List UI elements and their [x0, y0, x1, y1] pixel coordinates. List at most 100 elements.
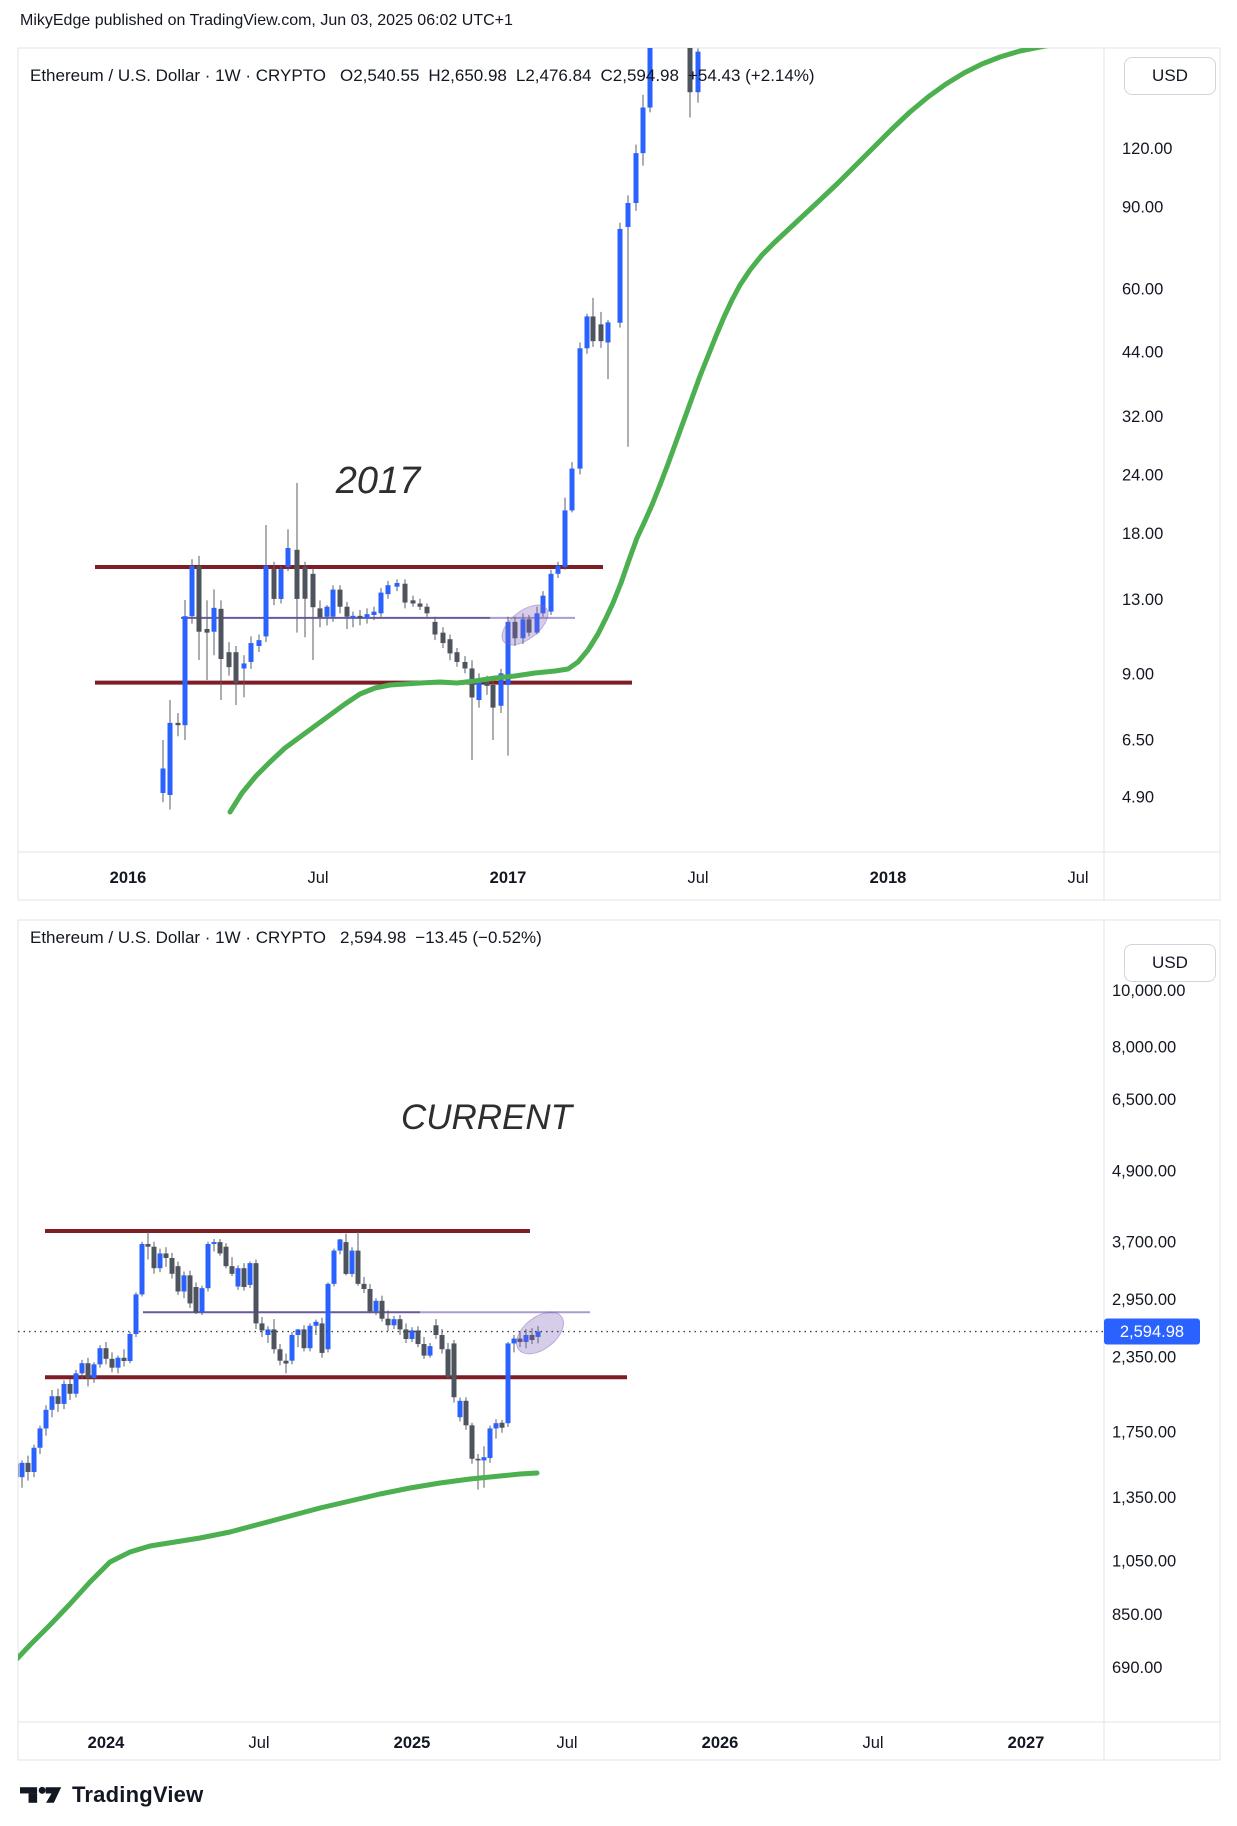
currency-button[interactable]: USD: [1124, 57, 1216, 95]
down-candle: [175, 722, 181, 726]
down-candle: [415, 1330, 421, 1345]
up-candle: [569, 468, 575, 511]
price-tick-label: 4.90: [1122, 789, 1154, 807]
down-candle: [687, 48, 693, 93]
down-candle: [432, 621, 438, 635]
down-candle: [25, 1462, 31, 1473]
down-candle: [317, 608, 323, 618]
ma-line: [227, 48, 1049, 815]
down-candle: [271, 1329, 277, 1350]
price-tick-label: 690.00: [1112, 1659, 1162, 1677]
down-candle: [512, 621, 518, 639]
down-candle: [499, 1422, 505, 1428]
ma-line: [18, 1470, 540, 1662]
symbol-legend: Ethereum / U.S. Dollar · 1W · CRYPTO 2,59…: [30, 928, 551, 948]
time-tick-label: 2025: [394, 1734, 431, 1752]
up-candle: [91, 1364, 97, 1379]
annotation-2017: 2017: [335, 460, 421, 502]
down-candle: [344, 606, 350, 617]
price-tick-label: 4,900.00: [1112, 1163, 1176, 1181]
down-candle: [283, 1360, 289, 1364]
up-candle: [49, 1396, 55, 1410]
current-price-label: 2,594.98: [1120, 1323, 1184, 1341]
up-candle: [394, 583, 400, 587]
up-candle: [157, 1253, 163, 1269]
price-tick-label: 13.00: [1122, 591, 1163, 609]
up-candle: [555, 565, 561, 574]
down-candle: [302, 567, 308, 599]
currency-button[interactable]: USD: [1124, 944, 1216, 982]
time-tick-label: 2027: [1008, 1734, 1045, 1752]
up-candle: [324, 606, 330, 617]
down-candle: [475, 1458, 481, 1461]
up-candle: [548, 573, 554, 612]
up-candle: [127, 1334, 133, 1362]
price-tick-label: 32.00: [1122, 408, 1163, 426]
up-candle: [633, 153, 639, 203]
up-candle: [505, 1343, 511, 1424]
change-value: +54.43 (+2.14%): [687, 66, 815, 85]
down-candle: [433, 1325, 439, 1335]
time-tick-label: 2017: [490, 869, 527, 887]
down-candle: [277, 1349, 283, 1361]
time-tick-label: Jul: [1067, 869, 1088, 887]
up-candle: [189, 565, 195, 617]
price-tick-label: 120.00: [1122, 140, 1172, 158]
up-candle: [349, 1250, 355, 1274]
down-candle: [424, 606, 430, 614]
price-tick-label: 6,500.00: [1112, 1091, 1176, 1109]
ohlc-low: L2,476.84: [515, 66, 592, 85]
down-candle: [451, 1343, 457, 1398]
time-tick-label: Jul: [307, 869, 328, 887]
down-candle: [103, 1348, 109, 1359]
down-candle: [517, 1338, 523, 1343]
down-candle: [18, 1463, 19, 1478]
candlestick-series: [18, 1231, 541, 1490]
up-candle: [278, 569, 284, 599]
up-candle: [640, 107, 646, 154]
symbol-legend: Ethereum / U.S. Dollar · 1W · CRYPTO O2,5…: [30, 66, 824, 86]
candlestick-series: [160, 48, 701, 810]
down-candle: [151, 1246, 157, 1269]
down-candle: [169, 1257, 175, 1274]
up-candle: [139, 1244, 145, 1295]
down-candle: [402, 583, 408, 603]
price-axis-labels: 120.00 90.00 60.00 44.00 32.00 24.00 18.00 13.0…: [1122, 140, 1172, 807]
time-tick-label: Jul: [556, 1734, 577, 1752]
price-tick-label: 850.00: [1112, 1606, 1162, 1624]
down-candle: [55, 1396, 61, 1404]
down-candle: [85, 1363, 91, 1379]
ohlc-high: H2,650.98: [428, 66, 507, 85]
down-candle: [447, 639, 453, 654]
time-axis-labels: 2016 Jul 2017 Jul 2018 Jul: [110, 869, 1089, 887]
down-candle: [223, 1246, 229, 1267]
ohlc-close: C2,594.98: [600, 66, 679, 85]
up-candle: [295, 1329, 301, 1335]
up-candle: [211, 1242, 217, 1245]
up-candle: [247, 1263, 253, 1285]
level-lines: [45, 1229, 627, 1380]
down-candle: [484, 680, 490, 686]
up-candle: [331, 1250, 337, 1284]
up-candle: [523, 1334, 529, 1343]
up-candle: [289, 1334, 295, 1361]
up-candle: [605, 322, 611, 343]
up-candle: [493, 1423, 499, 1429]
time-axis-labels: 2024 Jul 2025 Jul 2026 Jul 2027: [88, 1734, 1045, 1752]
price-tick-label: 44.00: [1122, 343, 1163, 361]
up-candle: [364, 614, 370, 619]
time-tick-label: Jul: [862, 1734, 883, 1752]
up-candle: [373, 1300, 379, 1312]
up-candle: [534, 613, 540, 633]
up-candle: [540, 595, 546, 614]
change-value: −13.45 (−0.52%): [415, 928, 542, 947]
publish-header: MikyEdge published on TradingView.com, J…: [20, 12, 513, 29]
price-tick-label: 18.00: [1122, 525, 1163, 543]
down-candle: [229, 1266, 235, 1274]
down-candle: [310, 573, 316, 608]
panel-border: [17, 47, 1221, 901]
down-candle: [175, 1266, 181, 1292]
down-candle: [217, 1242, 223, 1254]
down-candle: [367, 1288, 373, 1312]
up-candle: [43, 1409, 49, 1429]
